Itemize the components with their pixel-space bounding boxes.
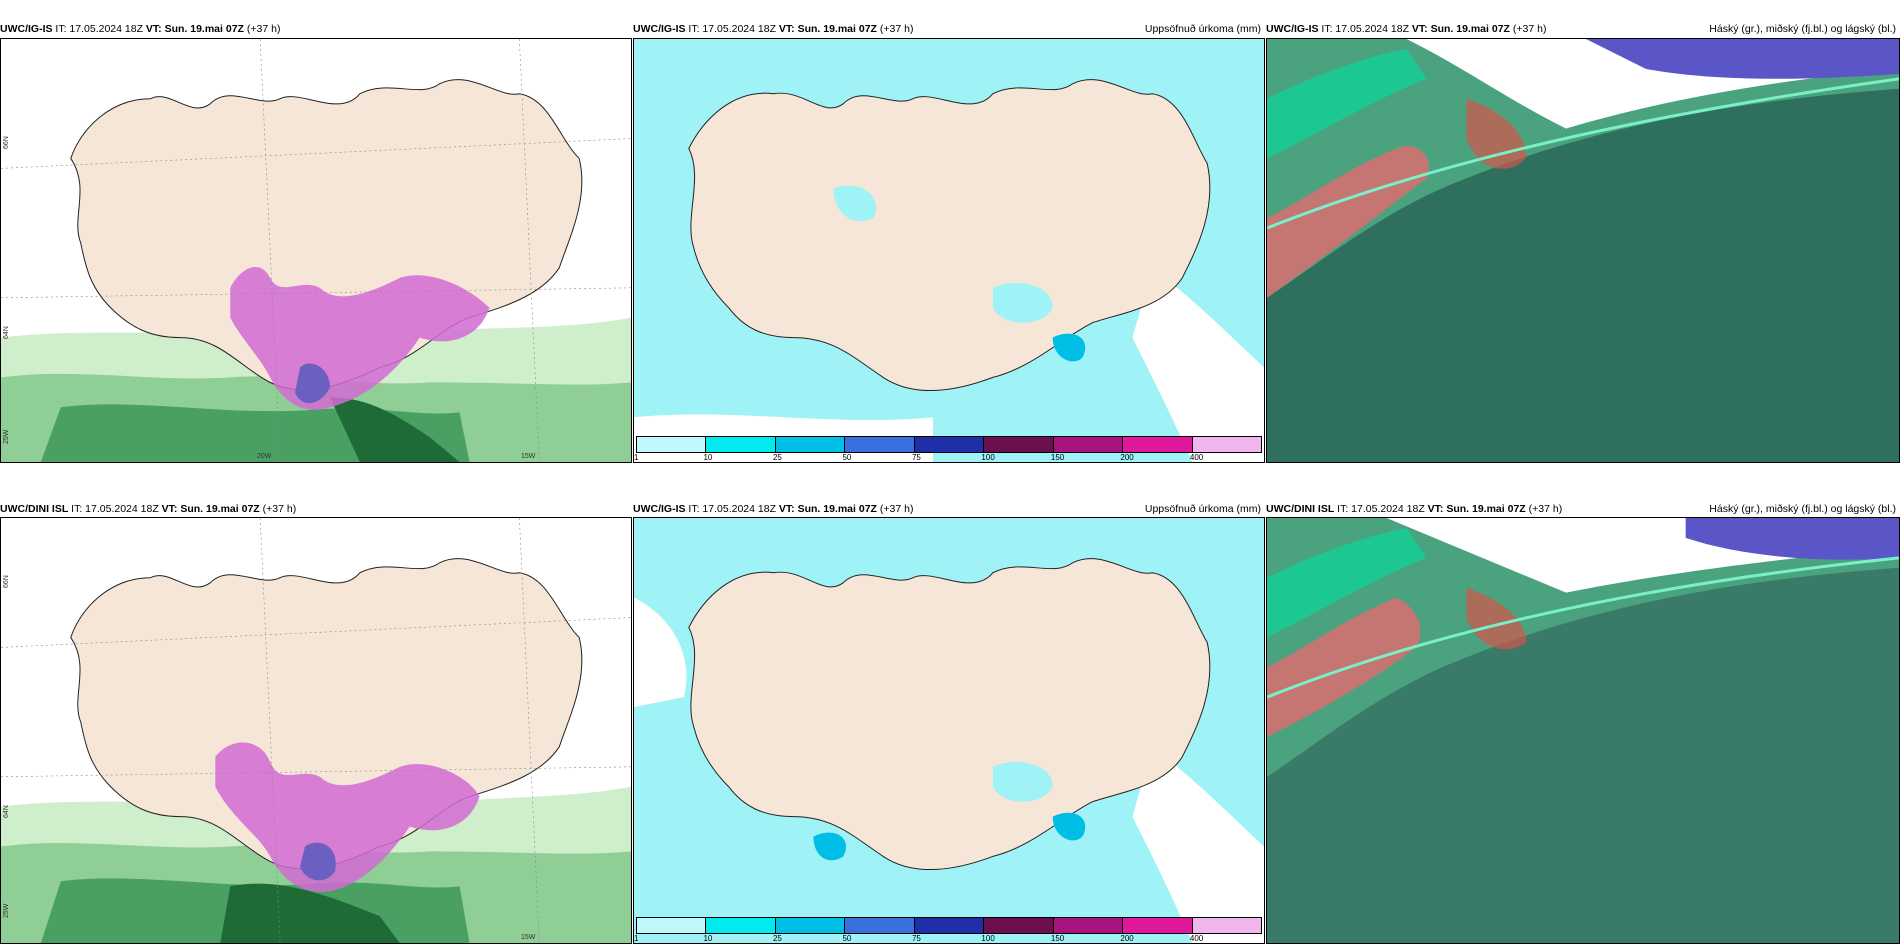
map-canvas <box>1267 518 1899 943</box>
legend-tick: 1 <box>634 453 639 462</box>
map-canvas <box>634 518 1264 943</box>
valid-time: VT: Sun. 19.mai 07Z <box>778 23 877 35</box>
legend-tick: 50 <box>842 934 852 943</box>
lead-time: (+37 h) <box>246 23 281 35</box>
map-canvas <box>1267 39 1899 462</box>
map-panel-accum-precip-igis[interactable]: 1 10 25 50 75 100 150 200 400 <box>633 38 1265 463</box>
legend-tick: 10 <box>703 453 713 462</box>
legend-tick: 100 <box>981 934 995 943</box>
model-name: UWC/IG-IS <box>633 503 686 515</box>
map-panel-accum-precip-dini[interactable]: 1 10 25 50 75 100 150 200 400 <box>633 517 1265 944</box>
legend-tick: 400 <box>1189 934 1204 943</box>
valid-time: VT: Sun. 19.mai 07Z <box>778 503 877 515</box>
lead-time: (+37 h) <box>1512 23 1547 35</box>
precip-legend: 1 10 25 50 75 100 150 200 400 <box>634 436 1264 462</box>
legend-tick: 10 <box>703 934 713 943</box>
valid-time: VT: Sun. 19.mai 07Z <box>161 503 260 515</box>
panel-title: Háský (gr.), miðský (fj.bl.) og lágský (… <box>1709 23 1896 35</box>
legend-tick: 400 <box>1189 453 1204 462</box>
lat-label-64n: 64N <box>3 805 10 818</box>
map-panel-clouds-dini[interactable] <box>1266 517 1900 944</box>
panel-5-header: UWC/IG-IS IT: 17.05.2024 18Z VT: Sun. 19… <box>633 500 1265 518</box>
lead-time: (+37 h) <box>262 503 297 515</box>
legend-tick: 150 <box>1050 934 1065 943</box>
legend-tick: 75 <box>911 453 921 462</box>
legend-tick: 200 <box>1120 453 1134 462</box>
map-canvas <box>1 518 631 943</box>
init-time: IT: 17.05.2024 18Z <box>55 23 143 35</box>
panel-4-header: UWC/DINI ISL IT: 17.05.2024 18Z VT: Sun.… <box>0 500 632 518</box>
legend-tick: 75 <box>911 934 921 943</box>
model-name: UWC/IG-IS <box>0 23 53 35</box>
valid-time: VT: Sun. 19.mai 07Z <box>1411 23 1510 35</box>
init-time: IT: 17.05.2024 18Z <box>71 503 159 515</box>
legend-tick: 200 <box>1120 934 1134 943</box>
init-time: IT: 17.05.2024 18Z <box>1337 503 1425 515</box>
legend-tick: 50 <box>842 453 852 462</box>
model-name: UWC/DINI ISL <box>1266 503 1335 515</box>
panel-1-header: UWC/IG-IS IT: 17.05.2024 18Z VT: Sun. 19… <box>0 20 632 38</box>
init-time: IT: 17.05.2024 18Z <box>1321 23 1409 35</box>
legend-tick: 150 <box>1050 453 1065 462</box>
legend-colorbar <box>636 436 1262 453</box>
lat-label-66n: 66N <box>3 575 10 588</box>
map-panel-precip-wind-igis[interactable]: 66N 64N 25W 20W 15W <box>0 38 632 463</box>
lon-label-15w: 15W <box>521 934 536 941</box>
init-time: IT: 17.05.2024 18Z <box>688 23 776 35</box>
map-canvas <box>1 39 631 462</box>
legend-colorbar <box>636 917 1262 934</box>
model-name: UWC/DINI ISL <box>0 503 69 515</box>
panel-title: Háský (gr.), miðský (fj.bl.) og lágský (… <box>1709 503 1896 515</box>
panel-title: Uppsöfnuð úrkoma (mm) <box>1144 23 1261 35</box>
panel-title: Uppsöfnuð úrkoma (mm) <box>1144 503 1261 515</box>
valid-time: VT: Sun. 19.mai 07Z <box>145 23 244 35</box>
panel-3-header: UWC/IG-IS IT: 17.05.2024 18Z VT: Sun. 19… <box>1266 20 1900 38</box>
init-time: IT: 17.05.2024 18Z <box>688 503 776 515</box>
lon-label-20w: 20W <box>257 453 272 460</box>
map-canvas <box>634 39 1264 462</box>
lead-time: (+37 h) <box>879 503 914 515</box>
legend-tick: 1 <box>634 934 639 943</box>
lat-label-66n: 66N <box>3 136 10 149</box>
lon-label-15w: 15W <box>521 453 536 460</box>
legend-tick: 25 <box>772 934 782 943</box>
panel-6-header: UWC/DINI ISL IT: 17.05.2024 18Z VT: Sun.… <box>1266 500 1900 518</box>
model-name: UWC/IG-IS <box>1266 23 1319 35</box>
valid-time: VT: Sun. 19.mai 07Z <box>1427 503 1526 515</box>
lon-label-25w: 25W <box>3 429 10 444</box>
legend-tick: 100 <box>981 453 995 462</box>
legend-tick: 25 <box>772 453 782 462</box>
lead-time: (+37 h) <box>879 23 914 35</box>
map-panel-clouds-igis[interactable] <box>1266 38 1900 463</box>
lead-time: (+37 h) <box>1528 503 1563 515</box>
precip-legend: 1 10 25 50 75 100 150 200 400 <box>634 917 1264 943</box>
map-panel-precip-wind-dini[interactable]: 66N 64N 25W 15W <box>0 517 632 944</box>
panel-2-header: UWC/IG-IS IT: 17.05.2024 18Z VT: Sun. 19… <box>633 20 1265 38</box>
model-name: UWC/IG-IS <box>633 23 686 35</box>
lat-label-64n: 64N <box>3 326 10 339</box>
lon-label-25w: 25W <box>3 903 10 918</box>
